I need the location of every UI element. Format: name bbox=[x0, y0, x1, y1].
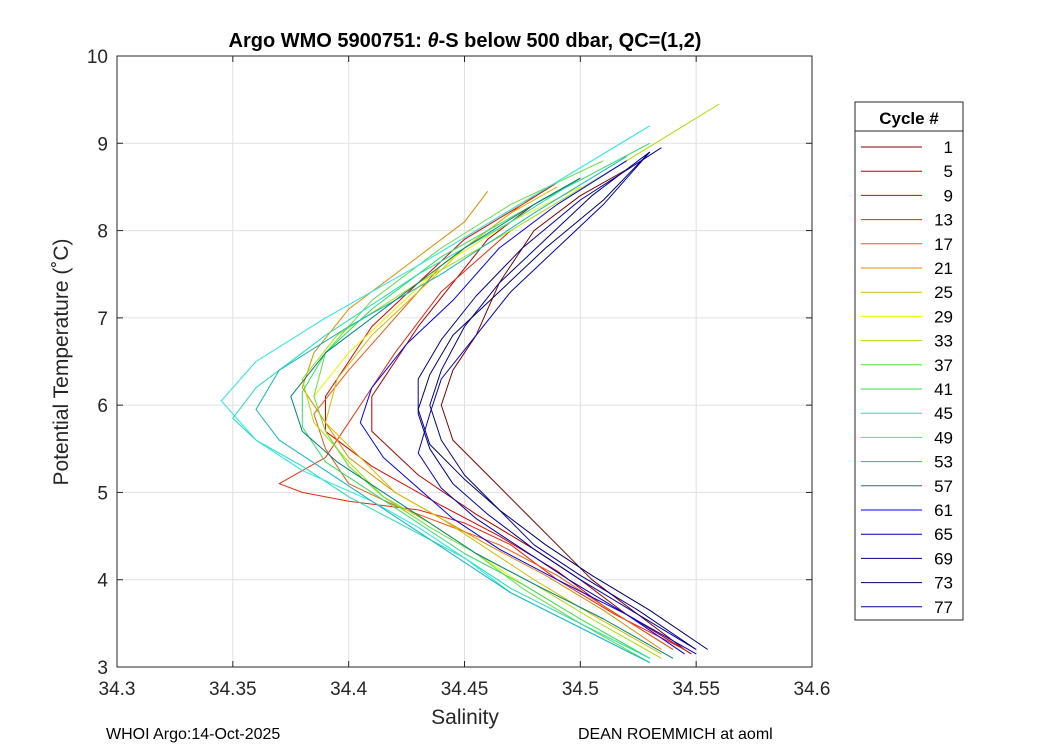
legend-label-33: 33 bbox=[934, 332, 953, 351]
x-tick-label: 34.5 bbox=[562, 679, 599, 700]
x-axis-label: Salinity bbox=[431, 706, 499, 729]
legend-label-17: 17 bbox=[934, 235, 953, 254]
legend-label-21: 21 bbox=[934, 259, 953, 278]
legend-label-5: 5 bbox=[944, 162, 953, 181]
y-tick-label: 5 bbox=[97, 483, 108, 504]
legend-label-9: 9 bbox=[944, 186, 953, 205]
legend-label-25: 25 bbox=[934, 283, 953, 302]
series-line-cycle-53 bbox=[255, 155, 651, 664]
x-tick-label: 34.6 bbox=[794, 679, 831, 700]
legend-title: Cycle # bbox=[879, 109, 939, 128]
y-tick-label: 6 bbox=[97, 396, 108, 417]
chart-title: Argo WMO 5900751: θ-S below 500 dbar, QC… bbox=[229, 30, 702, 52]
axis-ticks: 34.3 34.35 34.4 34.45 34.5 34.55 34.6 3 4 5 6 7 8 9 10 bbox=[87, 47, 831, 700]
footer-right: DEAN ROEMMICH at aoml bbox=[578, 726, 773, 743]
series-line-cycle-77 bbox=[417, 147, 697, 650]
legend-box bbox=[854, 101, 964, 621]
y-tick-label: 8 bbox=[97, 222, 108, 243]
series-line-cycle-13 bbox=[278, 230, 685, 650]
footer-left: WHOI Argo:14-Oct-2025 bbox=[106, 726, 281, 743]
x-tick-label: 34.45 bbox=[441, 679, 489, 700]
series-line-cycle-21 bbox=[301, 190, 662, 650]
x-tick-label: 34.55 bbox=[672, 679, 720, 700]
x-tick-label: 34.35 bbox=[209, 679, 257, 700]
y-tick-label: 4 bbox=[97, 571, 108, 592]
series-line-cycle-65 bbox=[417, 151, 697, 655]
series-line-cycle-49 bbox=[220, 125, 651, 664]
series-line-cycle-1 bbox=[440, 169, 685, 650]
legend-label-49: 49 bbox=[934, 428, 953, 447]
series-line-cycle-69 bbox=[429, 151, 697, 650]
legend-label-53: 53 bbox=[934, 453, 953, 472]
series-line-cycle-61 bbox=[359, 160, 685, 655]
y-tick-label: 10 bbox=[87, 47, 108, 68]
series-line-cycle-57 bbox=[290, 177, 674, 659]
series-line-cycle-29 bbox=[313, 186, 651, 659]
series-line-cycle-41 bbox=[301, 142, 651, 659]
y-axis-label: Potential Temperature (˚C) bbox=[50, 238, 73, 485]
legend-label-29: 29 bbox=[934, 307, 953, 326]
series-line-cycle-25 bbox=[325, 186, 662, 655]
x-tick-label: 34.4 bbox=[330, 679, 367, 700]
legend-label-57: 57 bbox=[934, 477, 953, 496]
series-line-cycle-37 bbox=[313, 160, 651, 664]
grid-lines bbox=[116, 55, 813, 668]
legend-label-37: 37 bbox=[934, 356, 953, 375]
legend-label-69: 69 bbox=[934, 549, 953, 568]
legend-label-13: 13 bbox=[934, 211, 953, 230]
y-tick-label: 7 bbox=[97, 309, 108, 330]
series-lines bbox=[220, 103, 720, 664]
series-line-cycle-45 bbox=[232, 177, 651, 659]
legend-label-77: 77 bbox=[934, 598, 953, 617]
series-line-cycle-73 bbox=[417, 151, 708, 650]
legend-label-41: 41 bbox=[934, 380, 953, 399]
legend-label-73: 73 bbox=[934, 574, 953, 593]
legend-label-61: 61 bbox=[934, 501, 953, 520]
y-tick-label: 9 bbox=[97, 134, 108, 155]
legend-entries: 1 5 9 13 17 21 25 29 33 37 41 45 49 53 57 61 65 69 73 77 bbox=[861, 138, 953, 617]
legend-label-65: 65 bbox=[934, 525, 953, 544]
legend-label-45: 45 bbox=[934, 404, 953, 423]
legend: Cycle # 1 5 9 13 17 21 25 29 33 37 41 45 49 53 57 61 65 6… bbox=[854, 101, 964, 621]
series-line-cycle-33 bbox=[301, 103, 720, 659]
y-tick-label: 3 bbox=[97, 658, 108, 679]
legend-label-1: 1 bbox=[944, 138, 953, 157]
x-tick-label: 34.3 bbox=[99, 679, 136, 700]
